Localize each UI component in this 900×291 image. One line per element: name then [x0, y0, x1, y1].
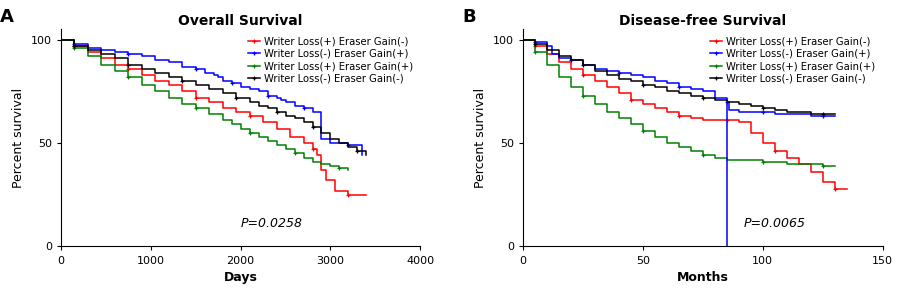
- Title: Disease-free Survival: Disease-free Survival: [619, 14, 787, 28]
- Legend: Writer Loss(+) Eraser Gain(-), Writer Loss(-) Eraser Gain(+), Writer Loss(+) Era: Writer Loss(+) Eraser Gain(-), Writer Lo…: [247, 34, 416, 86]
- Text: A: A: [0, 8, 14, 26]
- Y-axis label: Percent survival: Percent survival: [474, 88, 488, 188]
- Legend: Writer Loss(+) Eraser Gain(-), Writer Loss(-) Eraser Gain(+), Writer Loss(+) Era: Writer Loss(+) Eraser Gain(-), Writer Lo…: [708, 34, 878, 86]
- Y-axis label: Percent survival: Percent survival: [13, 88, 25, 188]
- Text: P=0.0065: P=0.0065: [743, 217, 806, 230]
- Text: B: B: [462, 8, 475, 26]
- Title: Overall Survival: Overall Survival: [178, 14, 302, 28]
- Text: P=0.0258: P=0.0258: [240, 217, 302, 230]
- X-axis label: Days: Days: [224, 271, 257, 284]
- X-axis label: Months: Months: [677, 271, 729, 284]
